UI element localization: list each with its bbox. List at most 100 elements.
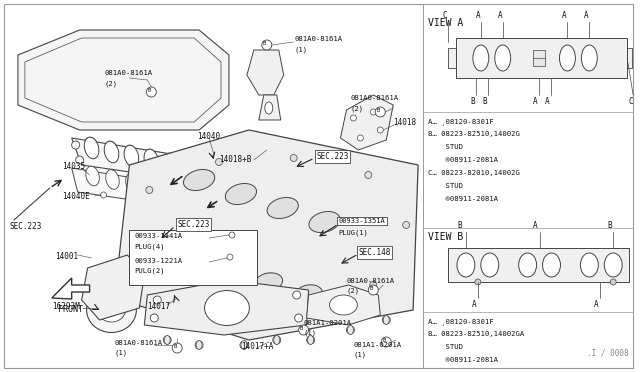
Circle shape <box>371 109 376 115</box>
Ellipse shape <box>184 170 214 190</box>
Ellipse shape <box>184 157 198 179</box>
Text: (2): (2) <box>346 288 360 295</box>
Text: (2): (2) <box>104 80 118 87</box>
Ellipse shape <box>86 166 99 186</box>
Ellipse shape <box>104 141 119 163</box>
Text: B… 08223-82510,14002G: B… 08223-82510,14002G <box>428 131 520 137</box>
Text: 00933-1351A: 00933-1351A <box>339 218 385 224</box>
Ellipse shape <box>581 45 597 71</box>
Text: A: A <box>533 97 538 106</box>
Text: 14040E: 14040E <box>61 192 90 201</box>
Text: 081A0-8161A: 081A0-8161A <box>115 340 163 346</box>
Text: B: B <box>369 286 372 291</box>
Text: A… ¸08120-8301F: A… ¸08120-8301F <box>428 118 493 125</box>
Ellipse shape <box>164 336 170 344</box>
Circle shape <box>100 192 106 198</box>
Circle shape <box>365 171 372 179</box>
Circle shape <box>381 337 391 347</box>
Text: B: B <box>300 326 303 331</box>
Circle shape <box>375 107 385 117</box>
Polygon shape <box>25 38 221 122</box>
Polygon shape <box>82 255 145 320</box>
Circle shape <box>475 279 481 285</box>
Ellipse shape <box>215 261 243 279</box>
Text: FRONT: FRONT <box>58 305 83 314</box>
Circle shape <box>240 341 248 349</box>
Text: (1): (1) <box>294 46 308 52</box>
Text: A: A <box>545 97 550 106</box>
Text: 00933-1221A: 00933-1221A <box>134 258 182 264</box>
Text: A… ¸08120-8301F: A… ¸08120-8301F <box>428 318 493 325</box>
Text: 081A0-8161A: 081A0-8161A <box>346 278 395 284</box>
Bar <box>129 230 257 285</box>
Ellipse shape <box>274 336 280 344</box>
Circle shape <box>205 307 212 314</box>
Text: SEC.223: SEC.223 <box>177 220 209 229</box>
Circle shape <box>370 282 377 289</box>
Circle shape <box>172 343 182 353</box>
Ellipse shape <box>225 183 257 205</box>
Text: 14018+B: 14018+B <box>219 155 252 164</box>
Ellipse shape <box>543 253 561 277</box>
Text: 081A1-0201A: 081A1-0201A <box>353 342 401 348</box>
Ellipse shape <box>144 149 159 171</box>
Ellipse shape <box>145 177 159 196</box>
Polygon shape <box>115 130 418 340</box>
Text: B: B <box>382 338 385 343</box>
Ellipse shape <box>175 249 203 267</box>
Ellipse shape <box>457 253 475 277</box>
Polygon shape <box>627 48 632 68</box>
Text: 14018: 14018 <box>393 118 417 127</box>
Ellipse shape <box>473 45 489 71</box>
Text: B… 08223-82510,14002GA: B… 08223-82510,14002GA <box>428 331 524 337</box>
Text: VIEW B: VIEW B <box>428 232 463 242</box>
Ellipse shape <box>205 291 250 326</box>
Polygon shape <box>52 278 90 299</box>
Circle shape <box>227 254 233 260</box>
Ellipse shape <box>124 145 139 167</box>
Circle shape <box>290 154 297 161</box>
Circle shape <box>382 316 390 324</box>
Text: .I / 0008: .I / 0008 <box>588 349 629 358</box>
Text: STUD: STUD <box>428 183 463 189</box>
Text: C: C <box>629 97 634 106</box>
Circle shape <box>229 232 235 238</box>
Text: SEC.148: SEC.148 <box>358 248 391 257</box>
Text: (1): (1) <box>353 352 367 359</box>
Ellipse shape <box>186 184 199 203</box>
Circle shape <box>378 127 383 133</box>
Ellipse shape <box>144 149 159 171</box>
Text: 081A0-8161A: 081A0-8161A <box>104 70 153 76</box>
Circle shape <box>299 325 308 335</box>
Bar <box>456 38 627 78</box>
Text: B: B <box>458 221 462 230</box>
Ellipse shape <box>84 137 99 159</box>
Ellipse shape <box>184 157 198 179</box>
Circle shape <box>210 178 218 186</box>
Text: (1): (1) <box>115 350 127 356</box>
Text: B: B <box>376 108 380 113</box>
Text: 081A0-8161A: 081A0-8161A <box>294 36 343 42</box>
Circle shape <box>403 221 410 228</box>
Ellipse shape <box>104 141 119 163</box>
Ellipse shape <box>164 153 179 175</box>
Circle shape <box>262 40 272 50</box>
Ellipse shape <box>481 253 499 277</box>
Ellipse shape <box>348 326 353 334</box>
Text: PULG(2): PULG(2) <box>134 268 165 275</box>
Text: 081A0-8161A: 081A0-8161A <box>351 95 399 101</box>
Text: A: A <box>594 300 598 309</box>
Text: B: B <box>173 344 177 349</box>
Ellipse shape <box>125 173 139 193</box>
Ellipse shape <box>124 145 139 167</box>
Text: B: B <box>147 88 150 93</box>
Ellipse shape <box>518 253 536 277</box>
Ellipse shape <box>383 315 389 324</box>
Text: C… 08223-82010,14002G: C… 08223-82010,14002G <box>428 170 520 176</box>
Circle shape <box>263 41 271 49</box>
Ellipse shape <box>196 340 202 350</box>
Circle shape <box>147 87 156 97</box>
Text: ®08911-2081A: ®08911-2081A <box>428 357 498 363</box>
Text: A: A <box>472 300 476 309</box>
Circle shape <box>146 186 153 193</box>
